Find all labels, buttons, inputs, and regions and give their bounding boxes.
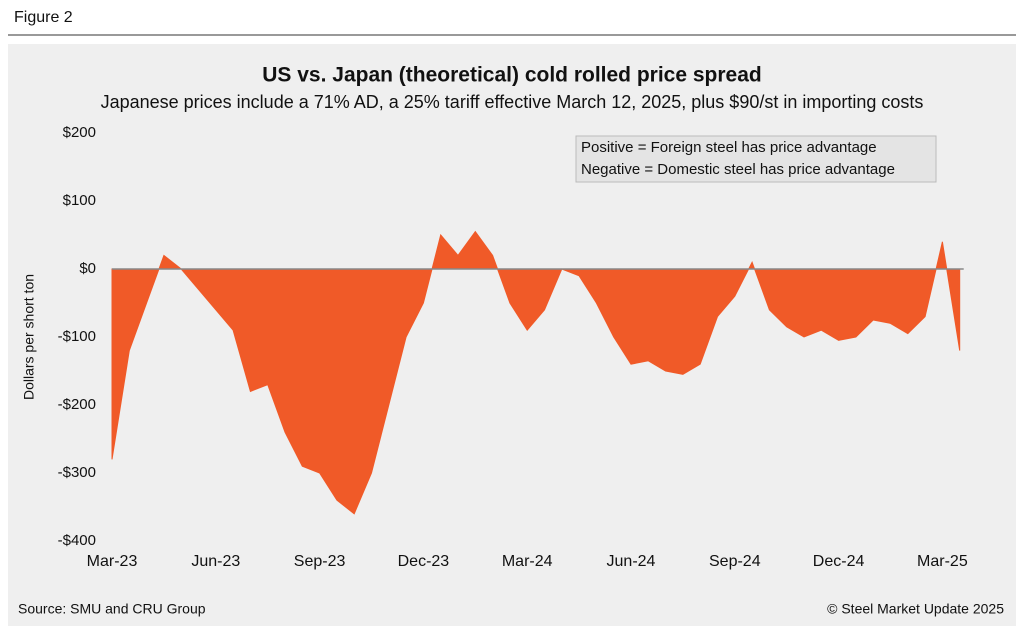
source: Source: SMU and CRU Group bbox=[18, 601, 206, 617]
chart-title: US vs. Japan (theoretical) cold rolled p… bbox=[262, 64, 762, 87]
y-tick-label: $100 bbox=[63, 192, 96, 209]
x-tick-label: Sep-23 bbox=[294, 553, 346, 570]
x-tick-label: Jun-24 bbox=[607, 553, 656, 570]
y-tick-label: -$300 bbox=[58, 464, 96, 481]
figure-label: Figure 2 bbox=[14, 9, 73, 26]
annotation-box bbox=[575, 135, 937, 183]
annotation: Positive = Foreign steel has price advan… bbox=[581, 139, 877, 156]
x-tick-label: Jun-23 bbox=[191, 553, 240, 570]
chart-subtitle: Japanese prices include a 71% AD, a 25% … bbox=[101, 92, 924, 112]
area bbox=[111, 230, 961, 515]
panel bbox=[8, 44, 1016, 626]
y-tick-label: -$400 bbox=[58, 532, 96, 549]
x-tick-label: Sep-24 bbox=[709, 553, 761, 570]
y-tick-label: -$200 bbox=[58, 396, 96, 413]
x-tick-label: Dec-24 bbox=[813, 553, 865, 570]
y-axis-label: Dollars per short ton bbox=[21, 274, 37, 400]
annotation: Negative = Domestic steel has price adva… bbox=[581, 161, 895, 178]
x-tick-label: Mar-24 bbox=[502, 553, 553, 570]
y-tick-label: $200 bbox=[63, 124, 96, 141]
x-tick-label: Mar-23 bbox=[87, 553, 138, 570]
y-tick-label: -$100 bbox=[58, 328, 96, 345]
copyright: © Steel Market Update 2025 bbox=[827, 601, 1004, 617]
x-tick-label: Mar-25 bbox=[917, 553, 968, 570]
x-tick-label: Dec-23 bbox=[398, 553, 450, 570]
y-tick-label: $0 bbox=[79, 260, 96, 277]
